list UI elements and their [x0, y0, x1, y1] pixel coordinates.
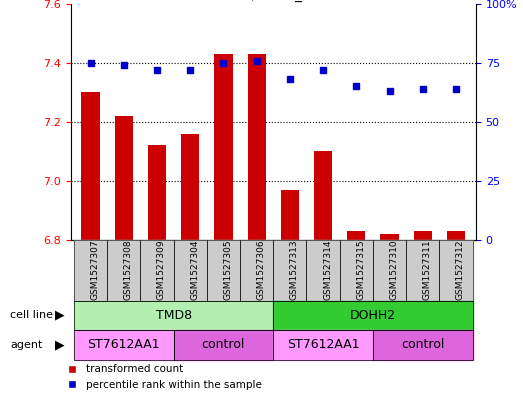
Text: cell line: cell line: [10, 310, 53, 320]
Bar: [314, 151, 332, 240]
Bar: [115, 116, 133, 240]
Text: GSM1527307: GSM1527307: [90, 240, 99, 301]
Text: GSM1527306: GSM1527306: [257, 240, 266, 301]
Text: GSM1527315: GSM1527315: [356, 240, 366, 301]
Text: control: control: [401, 338, 445, 351]
Text: GSM1527311: GSM1527311: [423, 240, 432, 301]
Bar: [181, 134, 199, 240]
Bar: [247, 54, 266, 240]
Bar: [447, 231, 465, 240]
Bar: [347, 231, 366, 240]
Bar: [148, 145, 166, 240]
Text: GSM1527313: GSM1527313: [290, 240, 299, 301]
Bar: [380, 234, 399, 240]
Text: DOHH2: DOHH2: [350, 309, 396, 322]
Text: GSM1527304: GSM1527304: [190, 240, 199, 300]
Text: GSM1527314: GSM1527314: [323, 240, 332, 300]
Bar: [82, 92, 100, 240]
Text: agent: agent: [10, 340, 43, 350]
Text: ST7612AA1: ST7612AA1: [287, 338, 359, 351]
Text: GSM1527308: GSM1527308: [124, 240, 133, 301]
Bar: [281, 190, 299, 240]
Text: control: control: [202, 338, 245, 351]
Bar: [414, 231, 432, 240]
Text: ST7612AA1: ST7612AA1: [87, 338, 160, 351]
Title: GDS5615 / ILMN_1804663: GDS5615 / ILMN_1804663: [183, 0, 364, 2]
Text: ▶: ▶: [55, 309, 65, 322]
Legend: transformed count, percentile rank within the sample: transformed count, percentile rank withi…: [58, 360, 266, 393]
Text: GSM1527305: GSM1527305: [223, 240, 232, 301]
Bar: [214, 54, 233, 240]
Text: GSM1527312: GSM1527312: [456, 240, 465, 300]
Text: GSM1527310: GSM1527310: [390, 240, 399, 301]
Text: TMD8: TMD8: [155, 309, 191, 322]
Text: GSM1527309: GSM1527309: [157, 240, 166, 301]
Text: ▶: ▶: [55, 338, 65, 351]
